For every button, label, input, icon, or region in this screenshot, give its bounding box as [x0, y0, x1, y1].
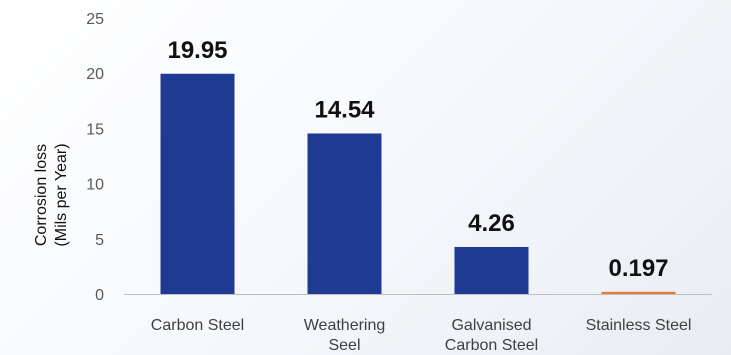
category-label: Seel: [328, 337, 360, 354]
y-axis-title-line: (Mils per Year): [53, 143, 70, 246]
data-labels: 19.95 14.54 4.26 0.197: [167, 37, 668, 282]
y-axis-title: Corrosion loss (Mils per Year): [33, 143, 70, 246]
y-tick-label: 20: [86, 66, 104, 83]
y-tick-label: 5: [95, 232, 104, 249]
y-axis-title-line: Corrosion loss: [33, 144, 50, 246]
category-label: Carbon Steel: [445, 337, 538, 354]
data-label: 4.26: [468, 210, 515, 237]
data-label: 19.95: [167, 37, 227, 64]
bar: [601, 291, 676, 294]
category-labels: Carbon Steel Weathering Seel Galvanised Carb…: [151, 317, 692, 354]
y-tick-label: 10: [86, 177, 104, 194]
y-axis-ticks: 0 5 10 15 20 25: [86, 11, 104, 304]
y-tick-label: 0: [95, 287, 104, 304]
category-label: Weathering: [304, 317, 386, 334]
bar: [160, 73, 235, 294]
category-label: Galvanised: [451, 317, 531, 334]
category-label: Carbon Steel: [151, 317, 244, 334]
bars: [160, 73, 676, 294]
y-tick-label: 25: [86, 11, 104, 28]
category-label: Stainless Steel: [586, 317, 692, 334]
y-tick-label: 15: [86, 121, 104, 138]
data-label: 14.54: [314, 96, 375, 123]
bar: [454, 246, 529, 294]
bar: [307, 133, 382, 294]
data-label: 0.197: [608, 255, 668, 282]
